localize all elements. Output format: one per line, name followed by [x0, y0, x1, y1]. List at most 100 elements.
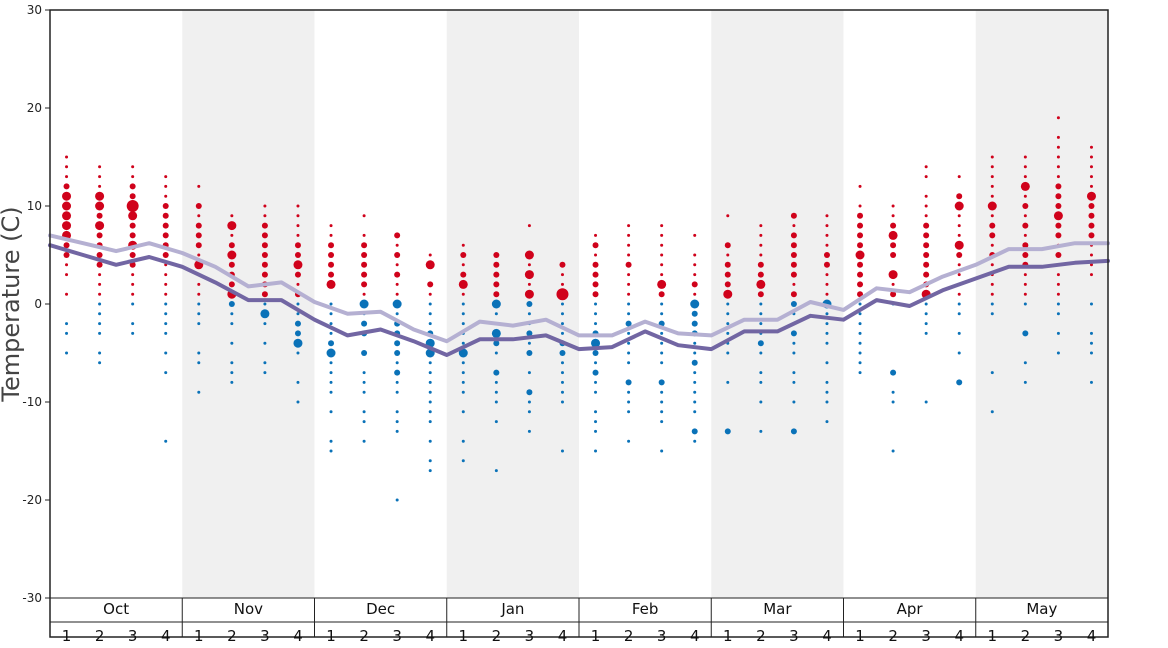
cold-point: [395, 380, 399, 384]
cold-point: [329, 410, 333, 414]
week-label: 3: [789, 627, 799, 645]
warm-point: [693, 253, 697, 257]
week-label: 4: [690, 627, 700, 645]
warm-point: [990, 165, 994, 169]
warm-point: [825, 273, 829, 277]
cold-point: [296, 302, 300, 306]
cold-point: [792, 400, 796, 404]
warm-point: [891, 214, 895, 218]
warm-point: [131, 292, 135, 296]
cold-point: [792, 371, 796, 375]
cold-point: [491, 328, 501, 338]
warm-point: [823, 261, 830, 268]
warm-point: [924, 175, 928, 179]
warm-point: [197, 282, 201, 286]
warm-point: [1056, 145, 1060, 149]
cold-point: [594, 322, 598, 326]
week-label: 2: [888, 627, 898, 645]
warm-point: [990, 214, 994, 218]
warm-point: [956, 193, 963, 200]
cold-point: [627, 361, 631, 365]
cold-point: [693, 341, 697, 345]
month-label-mar: Mar: [763, 600, 792, 618]
warm-point: [1023, 175, 1027, 179]
warm-point: [924, 214, 928, 218]
warm-point: [493, 281, 500, 288]
cold-point: [329, 312, 333, 316]
cold-point: [428, 361, 432, 365]
warm-point: [1056, 155, 1060, 159]
warm-point: [428, 253, 432, 257]
cold-point: [693, 390, 697, 394]
cold-point: [164, 322, 168, 326]
cold-point: [693, 410, 697, 414]
cold-point: [98, 322, 102, 326]
warm-point: [759, 243, 763, 247]
cold-point: [591, 338, 601, 348]
warm-point: [693, 292, 697, 296]
warm-point: [627, 273, 631, 277]
cold-point: [825, 341, 829, 345]
y-tick-label: 20: [27, 101, 42, 115]
cold-point: [560, 400, 564, 404]
warm-point: [129, 183, 136, 190]
cold-point: [394, 350, 401, 356]
cold-point: [858, 351, 862, 355]
cold-point: [627, 331, 631, 335]
cold-point: [625, 320, 632, 327]
cold-point: [858, 371, 862, 375]
month-label-oct: Oct: [103, 600, 129, 618]
warm-point: [524, 270, 534, 280]
cold-point: [594, 361, 598, 365]
cold-point: [362, 439, 366, 443]
cold-point: [660, 312, 664, 316]
cold-point: [627, 390, 631, 394]
warm-point: [263, 214, 267, 218]
warm-point: [129, 252, 136, 258]
warm-point: [825, 243, 829, 247]
warm-point: [594, 233, 598, 237]
cold-point: [527, 410, 531, 414]
warm-point: [825, 214, 829, 218]
cold-point: [858, 312, 862, 316]
cold-point: [526, 301, 533, 307]
trend-line-dark: [48, 243, 1110, 357]
warm-point: [493, 271, 500, 278]
cold-point: [858, 361, 862, 365]
cold-point: [428, 400, 432, 404]
cold-point: [594, 390, 598, 394]
cold-point: [691, 428, 698, 435]
warm-point: [956, 252, 963, 258]
warm-point: [1089, 184, 1093, 188]
warm-point: [857, 242, 864, 249]
warm-point: [1056, 165, 1060, 169]
warm-point: [296, 204, 300, 208]
cold-point: [560, 449, 564, 453]
warm-point: [428, 292, 432, 296]
week-label: 2: [624, 627, 634, 645]
warm-point: [63, 242, 70, 249]
cold-point: [164, 312, 168, 316]
cold-point: [428, 371, 432, 375]
warm-point: [131, 273, 135, 277]
month-label-may: May: [1026, 600, 1057, 618]
cold-point: [625, 379, 632, 386]
cold-point: [164, 371, 168, 375]
cold-point: [494, 312, 498, 316]
cold-point: [228, 301, 235, 307]
cold-point: [493, 340, 500, 347]
warm-point: [1055, 252, 1062, 258]
cold-point: [395, 498, 399, 502]
shaded-band-may: [975, 10, 1108, 598]
warm-point: [65, 155, 69, 159]
week-label: 1: [326, 627, 336, 645]
week-label: 1: [855, 627, 865, 645]
cold-point: [792, 380, 796, 384]
warm-point: [726, 253, 730, 257]
warm-point: [98, 282, 102, 286]
cold-point: [627, 400, 631, 404]
warm-point: [1055, 193, 1062, 200]
warm-point: [790, 232, 797, 239]
warm-point: [825, 282, 829, 286]
warm-point: [329, 224, 333, 228]
